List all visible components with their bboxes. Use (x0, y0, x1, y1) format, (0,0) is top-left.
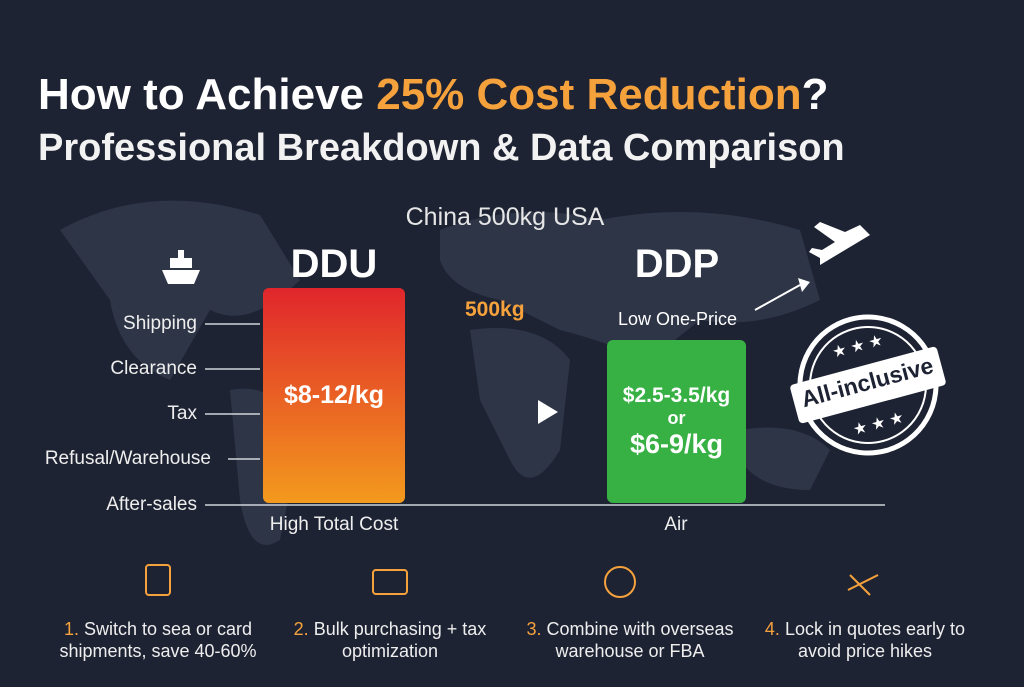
ddp-note: Low One-Price (617, 309, 738, 329)
ddu-label: DDU (290, 242, 378, 286)
cost-item: After-sales (106, 494, 197, 515)
ddu-box: $8-12/kg (263, 288, 405, 503)
tip-text: Combine with overseas warehouse or FBA (546, 619, 734, 661)
tip-number: 3. (526, 619, 542, 639)
svg-text:★ ★ ★: ★ ★ ★ (831, 332, 886, 362)
tip: 4. Lock in quotes early to avoid price h… (760, 618, 970, 662)
cost-item: Shipping (123, 313, 197, 334)
ddp-box: $2.5-3.5/kg or $6-9/kg (604, 340, 749, 503)
ddp-price-sea: $2.5-3.5/kg (622, 383, 731, 407)
ddp-caption: Air (664, 514, 688, 535)
tip: 1. Switch to sea or card shipments, save… (48, 618, 268, 662)
title-highlight: 25% Cost Reduction (376, 70, 802, 119)
route: China 500kg USA (405, 203, 605, 231)
cost-item: Clearance (110, 358, 197, 379)
weight-tag: 500kg (465, 298, 525, 321)
cost-item: Refusal/Warehouse (44, 448, 211, 469)
tip-number: 1. (63, 619, 79, 639)
tip-number: 4. (764, 619, 780, 639)
tip-number: 2. (293, 619, 309, 639)
tip-text: Bulk purchasing + tax optimization (313, 619, 487, 661)
ddu-caption: High Total Cost (269, 514, 399, 535)
tip: 2. Bulk purchasing + tax optimization (285, 618, 495, 662)
ddp-label: DDP (634, 242, 720, 286)
subtitle: Professional Breakdown & Data Comparison (38, 127, 845, 169)
cost-item: Tax (167, 403, 197, 424)
title-start: How to Achieve (38, 70, 377, 119)
tip-text: Lock in quotes early to avoid price hike… (784, 619, 966, 661)
ddp-price-air: $6-9/kg (629, 428, 724, 459)
tip: 3. Combine with overseas warehouse or FB… (510, 618, 750, 662)
ddu-price: $8-12/kg (283, 381, 385, 409)
tip-text: Switch to sea or card shipments, save 40… (59, 619, 257, 661)
ddp-or: or (667, 407, 686, 428)
title: How to Achieve 25% Cost Reduction? (38, 70, 829, 120)
title-end: ? (801, 70, 829, 119)
